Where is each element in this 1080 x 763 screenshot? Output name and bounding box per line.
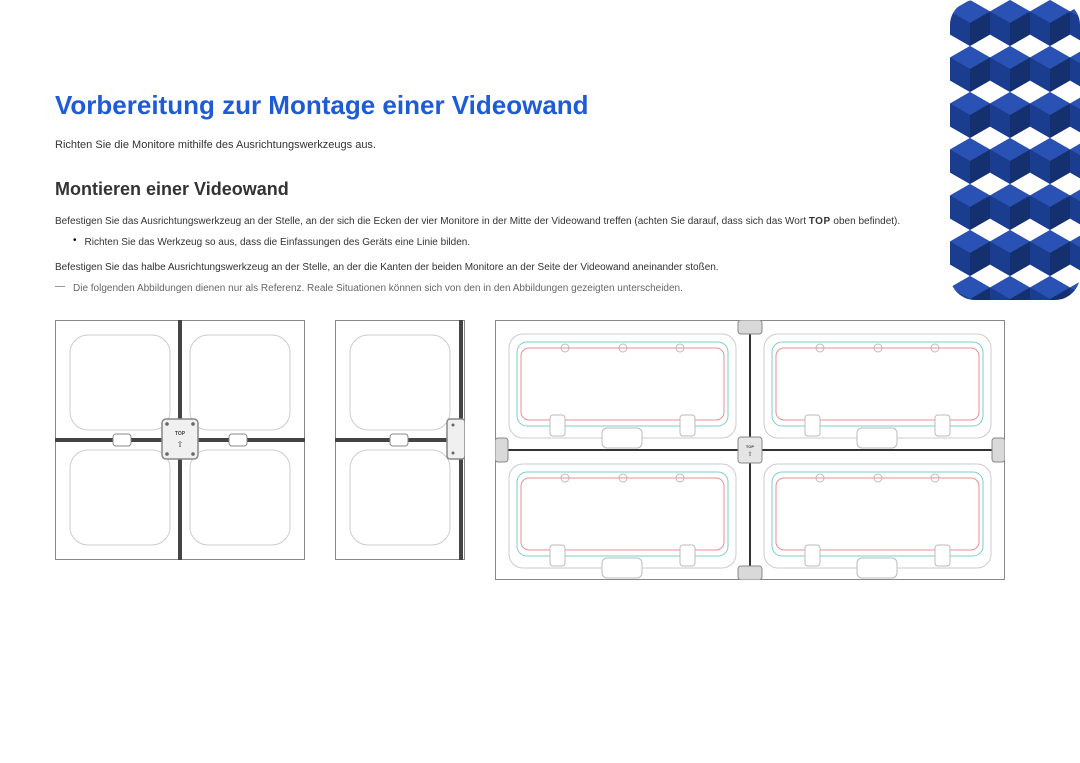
paragraph-2: Befestigen Sie das halbe Ausrichtungswer… bbox=[55, 260, 1025, 275]
intro-text: Richten Sie die Monitore mithilfe des Au… bbox=[55, 139, 1025, 151]
sub-title: Montieren einer Videowand bbox=[55, 179, 1025, 200]
main-title: Vorbereitung zur Montage einer Videowand bbox=[55, 90, 1025, 121]
para1-b: oben befindet). bbox=[831, 216, 901, 227]
figure-1-four-corners: TOP ⇧ bbox=[55, 320, 305, 560]
diagrams-container: TOP ⇧ bbox=[55, 320, 1025, 580]
svg-text:⇧: ⇧ bbox=[177, 440, 184, 449]
bullet-1: • Richten Sie das Werkzeug so aus, dass … bbox=[73, 235, 1025, 256]
note-text: Die folgenden Abbildungen dienen nur als… bbox=[73, 281, 683, 296]
page-content: Vorbereitung zur Montage einer Videowand… bbox=[0, 0, 1080, 580]
note-row: ― Die folgenden Abbildungen dienen nur a… bbox=[55, 281, 1025, 302]
figure-2-edge bbox=[335, 320, 465, 560]
note-dash: ― bbox=[55, 281, 65, 292]
diagrams-left-group: TOP ⇧ bbox=[55, 320, 465, 580]
svg-text:TOP: TOP bbox=[746, 444, 754, 449]
corner-decoration bbox=[950, 0, 1080, 300]
bullet-text: Richten Sie das Werkzeug so aus, dass di… bbox=[85, 235, 471, 250]
figure-3-videowall: TOP ⇧ bbox=[495, 320, 1005, 580]
paragraph-1: Befestigen Sie das Ausrichtungswerkzeug … bbox=[55, 214, 1025, 229]
svg-text:⇧: ⇧ bbox=[747, 451, 752, 458]
top-label-inline: TOP bbox=[809, 216, 831, 227]
bullet-marker: • bbox=[73, 235, 77, 246]
para1-a: Befestigen Sie das Ausrichtungswerkzeug … bbox=[55, 216, 809, 227]
tool-top-label: TOP bbox=[175, 431, 186, 437]
